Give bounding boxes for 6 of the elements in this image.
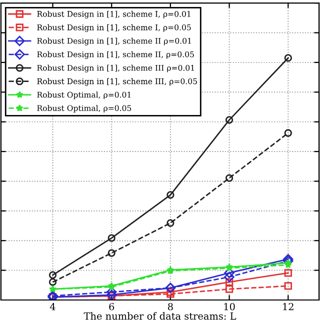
x-axis-title: The number of data streams: L [84,312,236,320]
x-tick-label: 12 [283,302,294,310]
x-tick-label: 4 [50,302,56,310]
x-tick-label: 8 [168,302,173,310]
x-tick-label: 6 [109,302,114,310]
x-tick-label: 10 [224,302,235,310]
